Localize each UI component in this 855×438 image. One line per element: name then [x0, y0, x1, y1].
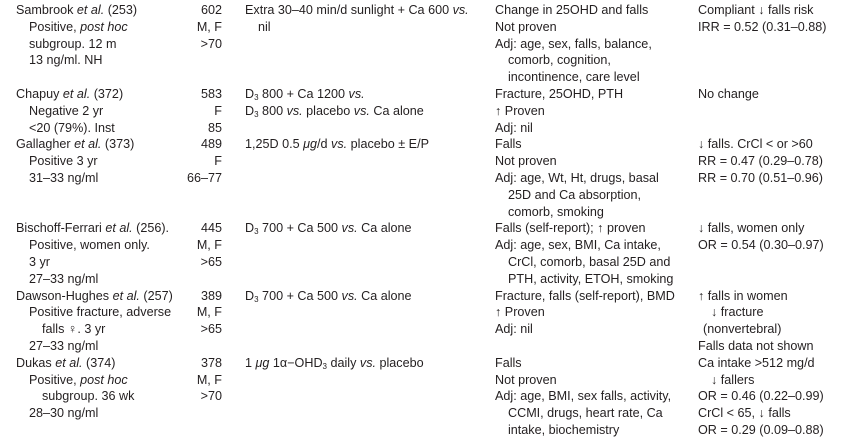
- cell-outcome-line: Not proven: [495, 19, 557, 34]
- cell-result-line: ↑ falls in women: [698, 288, 788, 303]
- cell-study-line: Dawson-Hughes et al. (257): [16, 288, 173, 303]
- cell-n-line: F: [214, 103, 222, 118]
- cell-outcome-line: Change in 25OHD and falls: [495, 3, 649, 17]
- cell-result-line: ↓ fallers: [711, 372, 755, 387]
- cell-study-line: 27–33 ng/ml: [29, 271, 99, 286]
- cell-outcome-line: Falls: [495, 137, 522, 152]
- cell-outcome-line: Adj: nil: [495, 322, 533, 337]
- cell-result-line: OR = 0.46 (0.22–0.99): [698, 389, 824, 404]
- cell-outcome-line: PTH, activity, ETOH, smoking: [508, 271, 674, 286]
- cell-n-line: 602: [200, 3, 222, 17]
- cell-study-line: Positive, post hoc: [29, 372, 128, 387]
- cell-outcome-line: ↑ Proven: [495, 305, 545, 320]
- cell-intervention-line: D3 700 + Ca 500 vs. Ca alone: [245, 221, 412, 237]
- cell-intervention-line: Extra 30–40 min/d sunlight + Ca 600 vs.: [245, 3, 469, 17]
- cell-n-line: M, F: [196, 238, 222, 253]
- cell-n-line: >70: [200, 389, 222, 404]
- cell-outcome-line: Falls (self-report); ↑ proven: [495, 221, 646, 236]
- cell-result-line: Ca intake >512 mg/d: [698, 355, 815, 370]
- cell-result-line: OR = 0.29 (0.09–0.88): [698, 423, 824, 437]
- cell-study-line: Gallagher et al. (373): [16, 137, 135, 152]
- cell-study-line: subgroup. 12 m: [29, 36, 117, 51]
- cell-outcome-line: Adj: age, BMI, sex falls, activity,: [495, 389, 672, 404]
- cell-result-line: ↓ falls. CrCl < or >60: [698, 137, 813, 152]
- cell-outcome-line: Not proven: [495, 372, 557, 387]
- cell-study-line: Bischoff-Ferrari et al. (256).: [16, 221, 170, 236]
- cell-study-line: Chapuy et al. (372): [16, 87, 124, 101]
- cell-outcome-line: intake, biochemistry: [508, 423, 620, 437]
- cell-n-line: F: [214, 154, 222, 169]
- cell-result-line: Falls data not shown: [698, 339, 814, 353]
- cell-n-line: 85: [207, 120, 222, 135]
- cell-result-line: Compliant ↓ falls risk: [698, 3, 814, 17]
- cell-n-line: M, F: [196, 372, 222, 387]
- cell-study-line: Dukas et al. (374): [16, 355, 116, 370]
- cell-outcome-line: Fracture, falls (self-report), BMD: [495, 288, 675, 303]
- cell-outcome-line: Not proven: [495, 154, 557, 169]
- cell-study-line: subgroup. 36 wk: [42, 389, 135, 404]
- cell-outcome-line: 25D and Ca absorption,: [508, 187, 642, 202]
- cell-outcome-line: comorb, smoking: [508, 204, 604, 219]
- cell-study-line: Sambrook et al. (253): [16, 3, 138, 17]
- cell-outcome-line: ↑ Proven: [495, 103, 545, 118]
- cell-result-line: ↓ fracture: [711, 305, 764, 320]
- cell-study-line: Positive, post hoc: [29, 19, 128, 34]
- cell-outcome-line: CrCl, comorb, basal 25D and: [508, 255, 671, 269]
- cell-intervention-line: D3 800 + Ca 1200 vs.: [245, 87, 365, 102]
- cell-outcome-line: Falls: [495, 355, 522, 370]
- cell-intervention-line: nil: [258, 19, 271, 34]
- cell-result-line: OR = 0.54 (0.30–0.97): [698, 238, 824, 253]
- cell-study-line: 31–33 ng/ml: [29, 171, 99, 185]
- cell-n-line: M, F: [196, 19, 222, 34]
- cell-n-line: 489: [200, 137, 222, 152]
- cell-outcome-line: Adj: age, Wt, Ht, drugs, basal: [495, 171, 659, 185]
- cell-study-line: 3 yr: [29, 255, 50, 269]
- cell-study-line: Positive, women only.: [29, 238, 150, 253]
- cell-study-line: Positive fracture, adverse: [29, 305, 172, 320]
- cell-n-line: 583: [200, 87, 222, 101]
- cell-outcome-line: Adj: age, sex, BMI, Ca intake,: [495, 238, 661, 253]
- cell-n-line: 445: [200, 221, 222, 236]
- cell-intervention-line: 1 μg 1α−OHD3 daily vs. placebo: [245, 355, 424, 371]
- cell-study-line: Positive 3 yr: [29, 154, 98, 169]
- cell-outcome-line: incontinence, care level: [508, 70, 640, 85]
- cell-study-line: falls ♀. 3 yr: [42, 322, 106, 337]
- cell-n-line: >65: [200, 255, 222, 269]
- cell-result-line: CrCl < 65, ↓ falls: [698, 406, 791, 421]
- cell-result-line: RR = 0.47 (0.29–0.78): [698, 154, 823, 169]
- cell-n-line: >65: [200, 322, 222, 337]
- cell-n-line: 378: [200, 355, 222, 370]
- cell-outcome-line: comorb, cognition,: [508, 53, 611, 68]
- cell-n-line: M, F: [196, 305, 222, 320]
- cell-result-line: (nonvertebral): [703, 322, 782, 337]
- cell-intervention-line: 1,25D 0.5 μg/d vs. placebo ± E/P: [245, 137, 429, 152]
- cell-study-line: 28–30 ng/ml: [29, 406, 99, 421]
- cell-intervention-line: D3 800 vs. placebo vs. Ca alone: [245, 103, 424, 119]
- cell-study-line: Negative 2 yr: [29, 103, 104, 118]
- cell-outcome-line: CCMI, drugs, heart rate, Ca: [508, 406, 663, 421]
- cell-outcome-line: Fracture, 25OHD, PTH: [495, 87, 624, 101]
- cell-result-line: No change: [698, 87, 759, 101]
- cell-study-line: 13 ng/ml. NH: [29, 53, 103, 68]
- cell-outcome-line: Adj: nil: [495, 120, 533, 135]
- cell-result-line: IRR = 0.52 (0.31–0.88): [698, 19, 827, 34]
- cell-study-line: 27–33 ng/ml: [29, 339, 99, 353]
- cell-outcome-line: Adj: age, sex, falls, balance,: [495, 36, 652, 51]
- cell-study-line: <20 (79%). Inst: [29, 120, 115, 135]
- cell-n-line: 66–77: [186, 171, 222, 185]
- cell-intervention-line: D3 700 + Ca 500 vs. Ca alone: [245, 288, 412, 304]
- cell-result-line: RR = 0.70 (0.51–0.96): [698, 171, 823, 185]
- cell-result-line: ↓ falls, women only: [698, 221, 805, 236]
- cell-n-line: 389: [200, 288, 222, 303]
- cell-n-line: >70: [200, 36, 222, 51]
